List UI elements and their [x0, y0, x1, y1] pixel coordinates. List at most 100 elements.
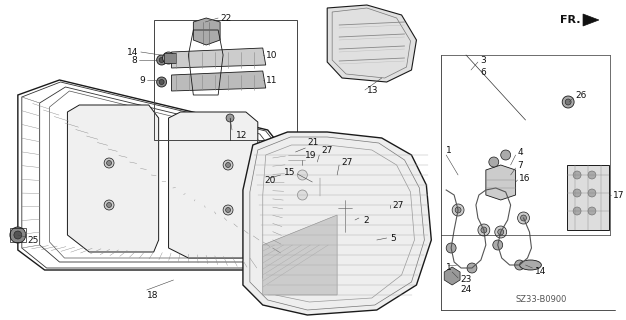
- Circle shape: [14, 231, 22, 239]
- Circle shape: [312, 158, 319, 165]
- Polygon shape: [327, 5, 416, 82]
- Circle shape: [573, 189, 581, 197]
- Circle shape: [156, 77, 167, 87]
- Circle shape: [330, 168, 344, 182]
- Circle shape: [159, 79, 164, 84]
- Circle shape: [446, 243, 456, 253]
- Circle shape: [588, 207, 596, 215]
- Circle shape: [515, 260, 525, 270]
- Circle shape: [588, 189, 596, 197]
- Circle shape: [159, 58, 164, 62]
- Circle shape: [498, 229, 504, 235]
- Text: 24: 24: [460, 285, 471, 294]
- Ellipse shape: [520, 260, 541, 270]
- Bar: [268, 175, 280, 190]
- Text: SZ33-B0900: SZ33-B0900: [516, 295, 567, 305]
- Bar: [163, 53, 175, 63]
- Circle shape: [297, 167, 304, 173]
- Circle shape: [297, 170, 307, 180]
- Polygon shape: [168, 112, 258, 258]
- Circle shape: [489, 157, 499, 167]
- Circle shape: [573, 207, 581, 215]
- Circle shape: [282, 172, 287, 178]
- Circle shape: [309, 155, 322, 169]
- Text: 14: 14: [128, 47, 139, 57]
- Text: 14: 14: [535, 268, 546, 276]
- Circle shape: [452, 204, 464, 216]
- Text: 1: 1: [446, 146, 452, 155]
- Circle shape: [104, 158, 114, 168]
- Circle shape: [225, 207, 230, 212]
- Polygon shape: [332, 194, 359, 232]
- Circle shape: [223, 160, 233, 170]
- Circle shape: [226, 114, 234, 122]
- Polygon shape: [583, 14, 599, 26]
- Text: 17: 17: [613, 190, 624, 199]
- Text: 22: 22: [220, 13, 232, 22]
- Circle shape: [382, 201, 397, 215]
- Polygon shape: [68, 105, 158, 252]
- Circle shape: [501, 150, 511, 160]
- Text: FR.: FR.: [560, 15, 581, 25]
- Text: 19: 19: [305, 150, 317, 159]
- Text: 26: 26: [575, 91, 587, 100]
- Polygon shape: [310, 174, 330, 196]
- Circle shape: [573, 171, 581, 179]
- Circle shape: [351, 156, 359, 164]
- Circle shape: [386, 204, 393, 212]
- Circle shape: [225, 163, 230, 167]
- Circle shape: [493, 240, 503, 250]
- Circle shape: [156, 55, 167, 65]
- Circle shape: [10, 227, 26, 243]
- Text: 1: 1: [446, 263, 452, 273]
- Text: 21: 21: [307, 138, 319, 147]
- Polygon shape: [486, 165, 516, 200]
- Text: 27: 27: [321, 146, 332, 155]
- Circle shape: [334, 172, 341, 179]
- Circle shape: [297, 190, 307, 200]
- Text: 5: 5: [391, 234, 396, 243]
- Text: 23: 23: [460, 276, 471, 284]
- Circle shape: [106, 203, 111, 207]
- Bar: [287, 148, 305, 168]
- Text: 2: 2: [363, 215, 369, 225]
- Text: 6: 6: [480, 68, 486, 76]
- Circle shape: [588, 171, 596, 179]
- Bar: [567, 165, 609, 230]
- Bar: [10, 228, 26, 242]
- Text: 12: 12: [236, 131, 247, 140]
- Circle shape: [106, 161, 111, 165]
- Circle shape: [223, 205, 233, 215]
- Text: 8: 8: [131, 55, 137, 65]
- Circle shape: [455, 207, 461, 213]
- Circle shape: [565, 99, 571, 105]
- Text: 11: 11: [265, 76, 277, 84]
- Text: 7: 7: [518, 161, 523, 170]
- Circle shape: [294, 164, 306, 176]
- Polygon shape: [243, 132, 431, 315]
- Circle shape: [104, 200, 114, 210]
- Circle shape: [518, 212, 530, 224]
- Circle shape: [279, 169, 290, 181]
- Circle shape: [495, 226, 506, 238]
- Polygon shape: [263, 215, 337, 295]
- Text: 10: 10: [265, 51, 277, 60]
- Text: 3: 3: [480, 55, 486, 65]
- Circle shape: [562, 96, 574, 108]
- Circle shape: [481, 227, 487, 233]
- Circle shape: [478, 224, 490, 236]
- Polygon shape: [444, 267, 460, 285]
- Text: 27: 27: [341, 157, 352, 166]
- Text: 27: 27: [393, 201, 404, 210]
- Circle shape: [521, 215, 526, 221]
- Polygon shape: [172, 48, 265, 68]
- Text: 20: 20: [265, 175, 276, 185]
- Text: 16: 16: [518, 173, 530, 182]
- Text: 25: 25: [28, 236, 39, 244]
- Text: 13: 13: [367, 85, 378, 94]
- Text: 9: 9: [139, 76, 145, 84]
- Polygon shape: [172, 71, 265, 91]
- Text: 4: 4: [518, 148, 523, 156]
- Text: 18: 18: [146, 291, 158, 300]
- Circle shape: [467, 263, 477, 273]
